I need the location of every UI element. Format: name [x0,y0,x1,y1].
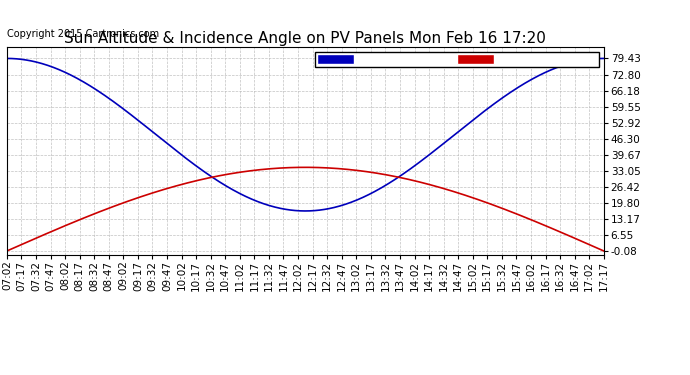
Title: Sun Altitude & Incidence Angle on PV Panels Mon Feb 16 17:20: Sun Altitude & Incidence Angle on PV Pan… [64,31,546,46]
Text: Copyright 2015 Cartronics.com: Copyright 2015 Cartronics.com [7,28,159,39]
Legend: Incident (Angle °), Altitude (Angle °): Incident (Angle °), Altitude (Angle °) [315,52,598,67]
